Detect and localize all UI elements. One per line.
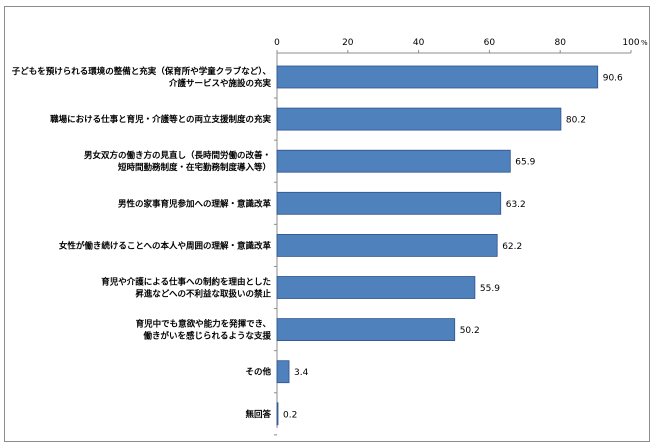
bar-value-label: 55.9 (480, 284, 500, 294)
bar (276, 318, 456, 342)
bar (276, 191, 502, 215)
category-label: 育児中でも意欲や能力を発揮でき、 (136, 319, 271, 330)
category-label: 働きがいを感じられるような支援 (142, 331, 271, 342)
category-label: 育児や介護による仕事への制約を理由とした (101, 277, 271, 288)
x-unit-label: % (641, 39, 648, 47)
category-label: 男性の家事育児参加への理解・意識改革 (118, 198, 272, 209)
x-tick-label: 0 (274, 38, 280, 48)
x-tick-label: 80 (554, 38, 566, 48)
category-label: 職場における仕事と育児・介護等との両立支援制度の充実 (50, 114, 271, 125)
x-tick-label: 100 (622, 38, 639, 48)
bar-value-label: 0.2 (283, 410, 297, 420)
bar-value-label: 80.2 (566, 116, 586, 126)
category-label: 短時間勤務制度・在宅勤務制度導入等） (118, 162, 271, 173)
x-tick-label: 60 (484, 38, 496, 48)
category-label: 子どもを預けられる環境の整備と充実（保育所や学童クラブなど）、 (12, 66, 271, 77)
category-label: 男女双方の働き方の見直し（長時間労働の改善・ (84, 150, 271, 161)
bar-value-label: 3.4 (294, 368, 309, 378)
category-label: 昇進などへの不利益な取扱いの禁止 (135, 289, 271, 300)
bar (276, 233, 498, 257)
category-label: 女性が働き続けることへの本人や周囲の理解・意識改革 (59, 240, 272, 251)
x-tick-label: 40 (413, 38, 425, 48)
bar (276, 107, 562, 131)
bar-value-label: 65.9 (515, 158, 535, 168)
bar (276, 402, 279, 426)
bar-value-label: 90.6 (603, 74, 623, 84)
bar (276, 65, 599, 89)
bar-value-label: 50.2 (460, 326, 480, 336)
bar (276, 360, 290, 384)
bar (276, 276, 476, 299)
category-label: 介護サービスや施設の充実 (168, 78, 272, 89)
x-tick-label: 20 (342, 38, 354, 48)
bar-value-label: 63.2 (506, 200, 526, 210)
category-label: その他 (245, 367, 271, 378)
bar-value-label: 62.2 (502, 242, 522, 252)
category-label: 無回答 (245, 409, 271, 420)
bar (276, 149, 511, 173)
